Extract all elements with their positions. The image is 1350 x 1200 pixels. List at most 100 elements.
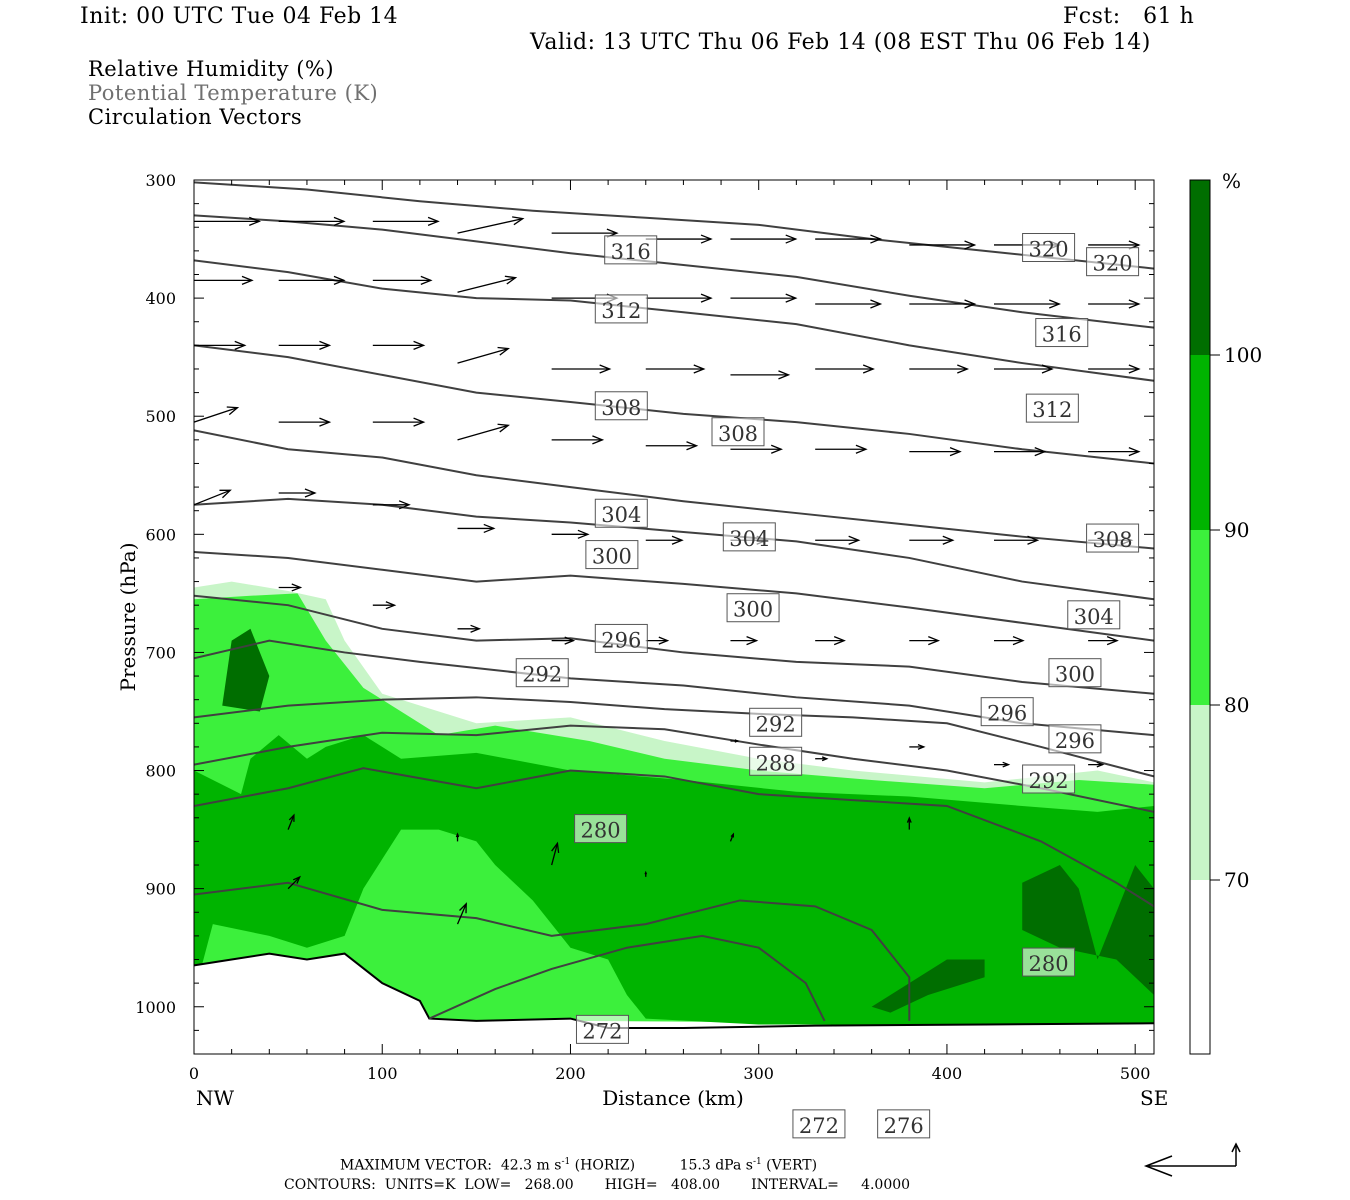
theta-label: 292	[515, 658, 569, 688]
circulation-vector	[194, 216, 262, 226]
circulation-vector	[815, 234, 883, 244]
theta-contour-292	[194, 639, 1154, 737]
svg-text:312: 312	[1032, 398, 1072, 422]
circulation-vector	[456, 902, 467, 925]
svg-text:320: 320	[1029, 238, 1069, 262]
svg-text:312: 312	[601, 299, 641, 323]
colorbar-unit: %	[1222, 169, 1241, 193]
circulation-vector	[372, 601, 397, 610]
legend-theta: Potential Temperature (K)	[88, 81, 379, 105]
theta-label: 312	[594, 294, 648, 324]
svg-text:296: 296	[1055, 729, 1095, 753]
valid-time: Valid: 13 UTC Thu 06 Feb 14 (08 EST Thu …	[530, 30, 1151, 55]
circulation-vector	[994, 535, 1040, 545]
circulation-vector	[287, 875, 301, 890]
circulation-vector	[1088, 447, 1141, 457]
theta-label: 292	[1022, 764, 1076, 794]
circulation-vector	[551, 841, 560, 866]
svg-text:308: 308	[601, 396, 641, 420]
theta-label: 304	[594, 498, 648, 528]
rh-region-100	[1022, 865, 1154, 995]
contours-info: CONTOURS: UNITS=K LOW= 268.00 HIGH= 408.…	[284, 1177, 911, 1193]
circulation-vector	[645, 293, 713, 303]
circulation-vector	[372, 417, 426, 427]
reference-vector-icon	[1143, 1142, 1241, 1177]
theta-label: 296	[1048, 724, 1102, 754]
colorbar-label: 70	[1224, 868, 1249, 892]
circulation-vector	[278, 340, 332, 350]
y-tick-label: 1000	[135, 998, 176, 1017]
circulation-vector	[457, 275, 518, 293]
svg-text:304: 304	[1074, 605, 1114, 629]
circulation-vector	[194, 340, 247, 350]
svg-text:296: 296	[987, 702, 1027, 726]
y-tick-label: 500	[145, 407, 176, 426]
svg-text:292: 292	[756, 712, 796, 736]
x-tick-label: 300	[743, 1064, 774, 1083]
svg-text:316: 316	[1042, 323, 1082, 347]
y-tick-label: 300	[145, 171, 176, 190]
legend-rh: Relative Humidity (%)	[88, 57, 335, 81]
circulation-vector	[457, 624, 482, 633]
horiz-exponent: -1	[561, 1157, 571, 1167]
circulation-vector	[729, 832, 735, 842]
theta-label: 316	[1035, 318, 1089, 348]
circulation-vector	[815, 444, 868, 454]
y-tick-label: 800	[145, 762, 176, 781]
svg-text:292: 292	[1029, 769, 1069, 793]
theta-label: 276	[877, 1109, 931, 1139]
theta-label: 320	[1086, 247, 1140, 277]
circulation-vector	[994, 447, 1047, 457]
svg-text:300: 300	[733, 598, 773, 622]
circulation-vector	[815, 299, 883, 309]
svg-text:280: 280	[581, 819, 621, 843]
vert-suffix: (VERT)	[761, 1157, 818, 1174]
forecast-hour: Fcst: 61 h	[1063, 4, 1195, 29]
colorbar-band	[1190, 355, 1210, 530]
theta-label: 320	[1022, 233, 1076, 263]
rh-region-100	[871, 959, 985, 1013]
circulation-vector	[994, 636, 1025, 646]
axes: 0 100 200 300 400 500 300 400 500 600 700 800 900 100…	[135, 171, 1154, 1083]
circulation-vector	[909, 447, 962, 457]
colorbar-label: 100	[1224, 343, 1262, 367]
svg-text:272: 272	[582, 1019, 622, 1043]
theta-label: 288	[749, 746, 803, 776]
svg-text:288: 288	[756, 751, 796, 775]
theta-contour-288	[194, 696, 1154, 778]
circulation-vector	[457, 346, 510, 364]
circulation-vector	[1088, 364, 1141, 374]
circulation-vector	[645, 535, 684, 545]
svg-text:272: 272	[799, 1114, 839, 1138]
max-vector-line: MAXIMUM VECTOR: 42.3 m s-1 (HORIZ) 15.3 …	[340, 1157, 817, 1174]
circulation-vector	[644, 870, 648, 877]
theta-label: 308	[711, 417, 765, 447]
circulation-vector	[909, 240, 977, 250]
circulation-vector	[730, 293, 798, 303]
circulation-vector	[457, 423, 510, 441]
theta-label: 292	[749, 707, 803, 737]
ground	[194, 953, 1154, 1054]
circulation-vector	[730, 234, 798, 244]
circulation-vector	[278, 488, 317, 498]
circulation-vector	[1088, 636, 1119, 646]
x-axis-label: Distance (km)	[602, 1086, 744, 1110]
circulation-vector	[287, 813, 295, 830]
circulation-vector	[730, 370, 791, 380]
svg-text:304: 304	[729, 527, 769, 551]
theta-label: 304	[1067, 600, 1121, 630]
theta-label: 272	[792, 1109, 846, 1139]
circulation-vector	[994, 761, 1011, 768]
theta-label: 312	[1025, 393, 1079, 423]
circulation-vector	[194, 275, 254, 285]
theta-contour-276	[194, 881, 911, 1021]
circulation-vector	[278, 275, 346, 285]
circulation-vector	[372, 500, 411, 510]
y-tick-label: 700	[145, 643, 176, 662]
circulation-vector	[551, 364, 612, 374]
circulation-vector	[909, 535, 955, 545]
theta-contour-308	[194, 429, 1154, 550]
init-time: Init: 00 UTC Tue 04 Feb 14	[80, 4, 399, 29]
theta-contour-284	[194, 724, 1154, 813]
